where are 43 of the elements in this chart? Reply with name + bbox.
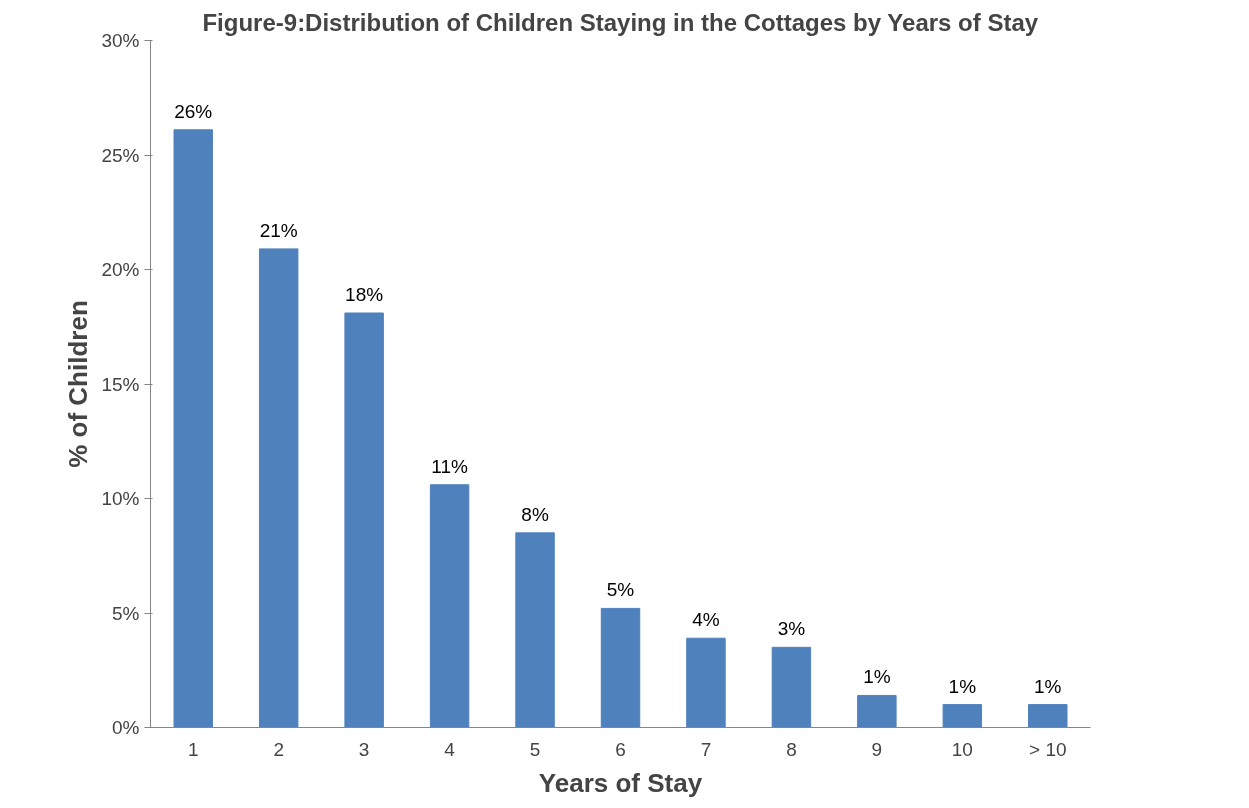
data-label: 21% — [259, 219, 298, 241]
y-tick-label: 25% — [101, 144, 140, 166]
bar — [857, 694, 897, 728]
x-tick-label: 3 — [358, 738, 370, 760]
data-label: 1% — [863, 666, 891, 688]
bar — [258, 248, 299, 728]
bar — [600, 607, 641, 728]
x-axis-title: Years of Stay — [538, 767, 703, 798]
data-label: 5% — [606, 579, 635, 601]
y-tick-label: 15% — [101, 373, 140, 395]
data-label: 1% — [1034, 675, 1062, 697]
chart-title: Figure-9:Distribution of Children Staying in the Cottages by Years of Stay — [202, 8, 1039, 36]
y-tick-label: 0% — [112, 717, 140, 738]
x-tick-label: 2 — [273, 738, 284, 760]
x-tick-label: 8 — [786, 738, 797, 760]
bar — [515, 532, 555, 728]
x-tick-label: 9 — [871, 738, 883, 760]
x-tick-label: 4 — [444, 738, 456, 760]
bar — [771, 646, 812, 728]
y-tick-label: 30% — [101, 30, 140, 51]
x-tick-label: > 10 — [1029, 738, 1067, 760]
data-label: 18% — [345, 284, 384, 306]
x-tick-label: 10 — [951, 738, 973, 760]
data-label: 11% — [431, 455, 469, 477]
y-tick-label: 5% — [112, 602, 140, 624]
bar — [942, 704, 983, 728]
x-tick-label: 5 — [529, 738, 541, 760]
bar — [1028, 704, 1068, 728]
bar — [429, 484, 470, 728]
y-tick-label: 20% — [101, 259, 140, 280]
data-label: 26% — [174, 100, 213, 122]
x-tick-label: 7 — [700, 738, 712, 760]
bar — [686, 637, 726, 728]
y-tick-label: 10% — [101, 488, 140, 509]
bar — [344, 312, 384, 728]
data-label: 8% — [521, 503, 549, 525]
x-tick-label: 1 — [187, 738, 199, 760]
bar — [173, 129, 213, 728]
data-label: 1% — [948, 675, 977, 697]
data-label: 3% — [777, 618, 806, 640]
y-axis-title: % of Children — [63, 300, 94, 468]
data-label: 4% — [692, 609, 720, 631]
x-tick-label: 6 — [615, 738, 626, 760]
